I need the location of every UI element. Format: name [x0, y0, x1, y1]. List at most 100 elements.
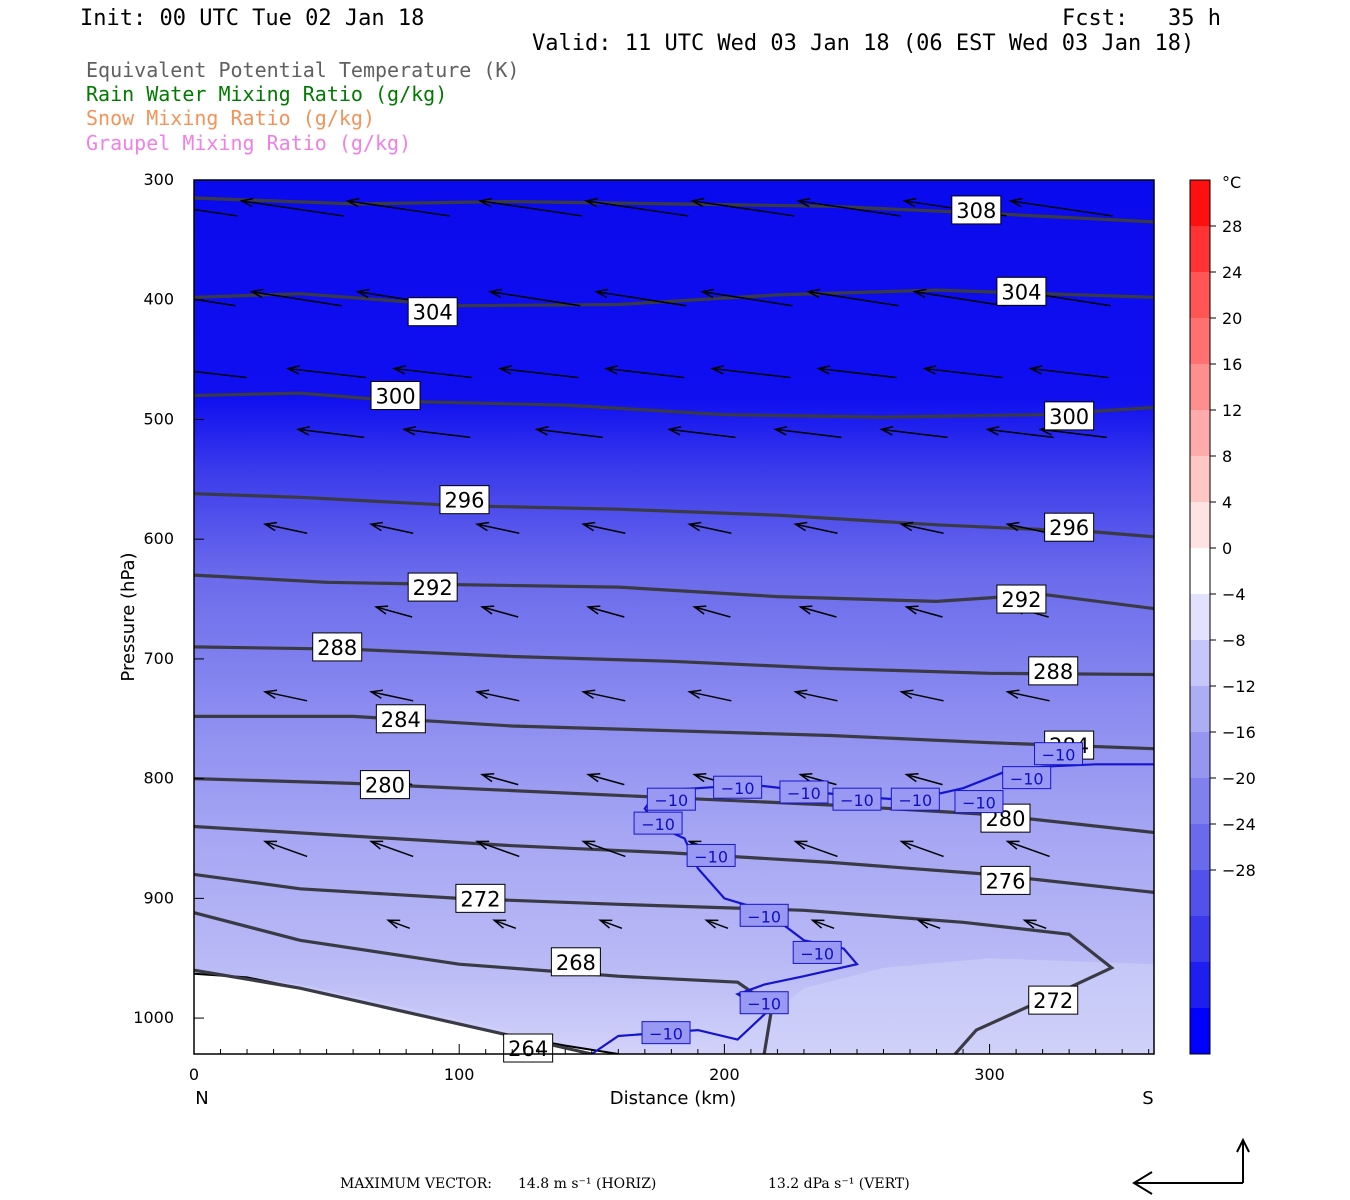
- wind-vector-head: [773, 425, 788, 436]
- wind-vector: [606, 367, 685, 379]
- colorbar-tick-label: 8: [1222, 447, 1232, 466]
- max-vector-horiz: 14.8 m s⁻¹ (HORIZ): [518, 1176, 657, 1192]
- y-tick-label: 300: [143, 170, 174, 189]
- wind-vector-head: [704, 919, 719, 929]
- theta-e-label: 272: [460, 887, 500, 911]
- wind-vector-head: [816, 365, 831, 375]
- max-vector-label: MAXIMUM VECTOR:: [340, 1176, 492, 1192]
- theta-e-label: 268: [556, 951, 596, 975]
- wind-vector-head: [581, 689, 596, 699]
- wind-vector-head: [392, 365, 407, 375]
- temperature-label-box: [890, 787, 940, 811]
- colorbar-tick-label: −16: [1222, 723, 1256, 742]
- theta-e-label: 280: [365, 774, 405, 798]
- temperature-label-box: [641, 1021, 691, 1045]
- colorbar-segment: [1190, 640, 1210, 687]
- wind-vector: [1007, 523, 1050, 534]
- wind-vector: [694, 606, 731, 618]
- wind-vector-head: [262, 521, 278, 532]
- y-tick-label: 400: [143, 290, 174, 309]
- wind-vector-head: [899, 840, 914, 850]
- theta-e-label-box: [370, 381, 421, 411]
- colorbar-tick-label: 20: [1222, 309, 1242, 328]
- theta-e-label: 304: [413, 301, 453, 325]
- theta-e-label: 308: [956, 199, 996, 223]
- wind-vector: [798, 200, 901, 217]
- theta-e-label: 292: [1001, 588, 1041, 612]
- wind-vector: [477, 691, 520, 702]
- theta-e-label: 296: [444, 489, 484, 513]
- wind-vector: [795, 523, 838, 534]
- wind-vector: [194, 208, 238, 217]
- wind-vector-head: [295, 425, 310, 436]
- wind-vector-head: [1005, 689, 1020, 699]
- colorbar-tick-label: −8: [1222, 631, 1246, 650]
- wind-vector-head: [806, 288, 821, 299]
- y-tick-label: 1000: [133, 1008, 174, 1027]
- wind-vector: [264, 523, 308, 534]
- wind-vector-head: [581, 521, 596, 532]
- wind-vector: [914, 290, 1005, 307]
- colorbar-tick-label: 12: [1222, 401, 1242, 420]
- temperature-label: −10: [840, 791, 874, 810]
- wind-vector-head: [899, 521, 914, 532]
- colorbar-segment: [1190, 364, 1210, 411]
- temperature-label: −10: [898, 791, 932, 810]
- wind-vector: [1040, 428, 1107, 439]
- wind-vector-head: [475, 689, 490, 699]
- temperature-label-box: [633, 811, 683, 835]
- wind-vector-head: [402, 425, 417, 436]
- wind-vector-head: [700, 288, 715, 299]
- wind-vector: [1024, 919, 1047, 930]
- theta-e-label-box: [312, 632, 363, 662]
- wind-vector: [477, 523, 520, 534]
- theta-e-contour: [194, 714, 1154, 751]
- wind-vector: [251, 290, 342, 307]
- wind-vector-head: [169, 366, 181, 374]
- wind-vector-head: [810, 919, 825, 929]
- wind-vector: [480, 200, 583, 217]
- wind-vector: [194, 298, 236, 307]
- wind-vector: [987, 428, 1054, 439]
- wind-vector: [924, 367, 1003, 379]
- wind-vector-head: [916, 919, 931, 929]
- wind-vector-head: [793, 521, 808, 532]
- colorbar-tick-label: −24: [1222, 815, 1256, 834]
- wind-vector-head: [912, 288, 927, 299]
- theta-e-label-box: [550, 947, 601, 977]
- wind-vector: [264, 840, 308, 858]
- wind-vector-head: [1005, 840, 1020, 850]
- colorbar-tick-label: 0: [1222, 539, 1232, 558]
- theta-e-label-box: [407, 297, 458, 327]
- wind-vector-head: [263, 840, 278, 850]
- colorbar-segment: [1190, 686, 1210, 733]
- y-axis-label: Pressure (hPa): [118, 552, 139, 681]
- temperature-label-box: [792, 940, 842, 964]
- temperature-label-box: [646, 787, 696, 811]
- colorbar-segment: [1190, 548, 1210, 595]
- temperature-label: −10: [962, 794, 996, 813]
- theta-e-label: 264: [508, 1037, 548, 1061]
- wind-vector-head: [584, 197, 599, 208]
- temperature-label: −10: [787, 784, 821, 803]
- wind-vector-head: [710, 365, 725, 375]
- y-tick-label: 700: [143, 649, 174, 668]
- wind-vector-head: [594, 288, 609, 299]
- theta-e-label-box: [407, 572, 458, 602]
- wind-vector: [901, 840, 944, 858]
- wind-vector: [370, 523, 414, 534]
- theta-e-label: 292: [413, 576, 453, 600]
- wind-vector-head: [369, 840, 384, 850]
- theta-e-label: 296: [1049, 516, 1089, 540]
- theta-e-label: 276: [985, 869, 1025, 893]
- colorbar-segment: [1190, 732, 1210, 779]
- wind-vector-head: [879, 425, 894, 436]
- wind-vector: [370, 840, 414, 858]
- x-tick-label: 300: [974, 1065, 1005, 1084]
- terrain: [194, 973, 619, 1054]
- colorbar-segment: [1190, 962, 1210, 1009]
- wind-vector-head: [285, 365, 300, 375]
- temperature-label-box: [1034, 742, 1084, 766]
- vector-key: [1132, 1137, 1250, 1195]
- colorbar-segment: [1190, 318, 1210, 365]
